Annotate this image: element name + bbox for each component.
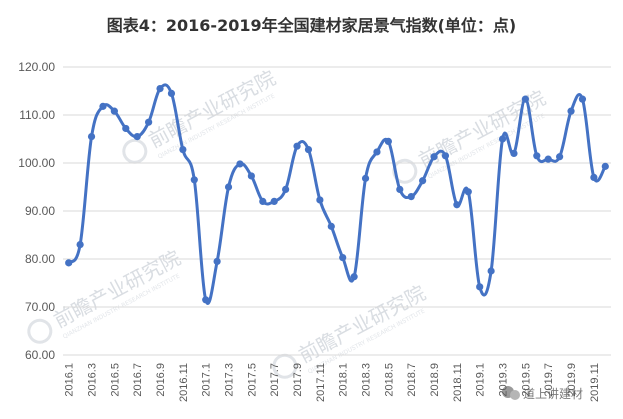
data-point xyxy=(270,197,278,205)
data-point xyxy=(361,174,370,182)
watermark-brand: 前瞻产业研究院 xyxy=(295,281,430,368)
data-point xyxy=(544,155,552,163)
x-tick-label: 2016.5 xyxy=(109,363,121,397)
x-tick-label: 2019.3 xyxy=(498,363,510,397)
data-point xyxy=(533,152,541,160)
x-tick-label: 2016.1 xyxy=(64,363,76,397)
x-tick-label: 2018.9 xyxy=(429,363,441,397)
data-point xyxy=(259,197,267,205)
data-point xyxy=(224,183,233,191)
data-point xyxy=(453,201,461,209)
data-point xyxy=(339,253,347,262)
data-point xyxy=(327,222,335,230)
data-point xyxy=(419,177,427,185)
data-point xyxy=(521,95,529,103)
wechat-watermark: 道上讲建材 xyxy=(502,386,583,401)
data-point xyxy=(464,188,472,196)
x-tick-label: 2019.5 xyxy=(520,363,532,397)
data-point xyxy=(590,173,598,181)
data-point xyxy=(213,257,221,265)
data-point xyxy=(122,124,130,133)
x-tick-label: 2017.3 xyxy=(224,363,236,397)
data-point xyxy=(293,142,301,150)
data-point xyxy=(167,89,176,97)
data-point xyxy=(373,148,381,156)
data-point xyxy=(578,95,587,103)
data-point xyxy=(487,267,495,275)
data-point xyxy=(407,193,415,201)
data-point xyxy=(247,172,255,180)
data-point xyxy=(601,162,609,170)
y-tick-label: 90.00 xyxy=(25,204,55,218)
data-point xyxy=(282,185,290,193)
y-tick-label: 60.00 xyxy=(25,348,55,362)
x-tick-label: 2018.5 xyxy=(383,363,395,397)
data-point xyxy=(99,102,107,110)
x-tick-label: 2018.1 xyxy=(338,363,350,397)
data-point xyxy=(567,107,575,115)
watermark-logo-icon xyxy=(27,318,53,344)
y-tick-label: 80.00 xyxy=(25,252,55,266)
x-tick-label: 2016.7 xyxy=(132,363,144,397)
data-point xyxy=(236,160,244,168)
x-tick-label: 2017.7 xyxy=(269,363,281,397)
data-point xyxy=(76,241,84,249)
data-point xyxy=(179,145,187,154)
x-tick-label: 2017.1 xyxy=(201,363,213,397)
data-point xyxy=(190,176,198,184)
y-tick-label: 120.00 xyxy=(18,60,55,74)
x-tick-label: 2017.11 xyxy=(315,363,327,402)
x-tick-label: 2019.11 xyxy=(589,363,601,402)
data-point xyxy=(498,135,507,143)
data-point xyxy=(396,185,404,193)
data-point xyxy=(304,145,313,154)
data-point xyxy=(556,153,564,161)
wechat-label: 道上讲建材 xyxy=(523,386,583,401)
data-point xyxy=(156,85,164,93)
data-point xyxy=(384,137,392,145)
x-tick-label: 2019.7 xyxy=(543,363,555,397)
x-tick-label: 2016.11 xyxy=(178,363,190,402)
data-point xyxy=(350,273,358,281)
data-point xyxy=(202,296,210,304)
data-point xyxy=(133,133,141,141)
data-point xyxy=(110,107,118,115)
x-tick-label: 2017.9 xyxy=(292,363,304,397)
watermark-logo-icon xyxy=(122,138,148,164)
data-point xyxy=(430,153,438,161)
y-tick-label: 110.00 xyxy=(19,108,55,122)
x-axis: 2016.1 2016.3 2016.5 2016.7 2016.9 2016.11 201… xyxy=(64,363,601,402)
data-point xyxy=(441,152,450,160)
data-point xyxy=(476,283,484,291)
data-point xyxy=(145,118,153,126)
data-point xyxy=(510,149,518,157)
wechat-icon-bubble xyxy=(510,390,520,400)
y-tick-label: 70.00 xyxy=(25,300,55,314)
x-tick-label: 2016.9 xyxy=(155,363,167,397)
x-tick-label: 2019.1 xyxy=(475,363,487,397)
watermark-logo-icon xyxy=(272,353,298,379)
x-tick-label: 2019.9 xyxy=(566,363,578,397)
data-point xyxy=(87,133,96,141)
chart-title: 图表4：2016-2019年全国建材家居景气指数(单位：点) xyxy=(106,16,517,35)
data-point xyxy=(65,259,73,267)
data-point xyxy=(316,196,324,204)
x-tick-label: 2016.3 xyxy=(87,363,99,397)
watermark-brand: 前瞻产业研究院 xyxy=(145,66,280,153)
x-tick-label: 2018.11 xyxy=(452,363,464,402)
y-axis: 60.00 70.00 80.00 90.00 100.00 110.00 120.00 xyxy=(18,60,55,362)
x-tick-label: 2017.5 xyxy=(246,363,258,397)
y-tick-label: 100.00 xyxy=(18,156,55,170)
x-tick-label: 2018.3 xyxy=(361,363,373,397)
series-layer xyxy=(65,83,609,305)
x-tick-label: 2018.7 xyxy=(406,363,418,397)
